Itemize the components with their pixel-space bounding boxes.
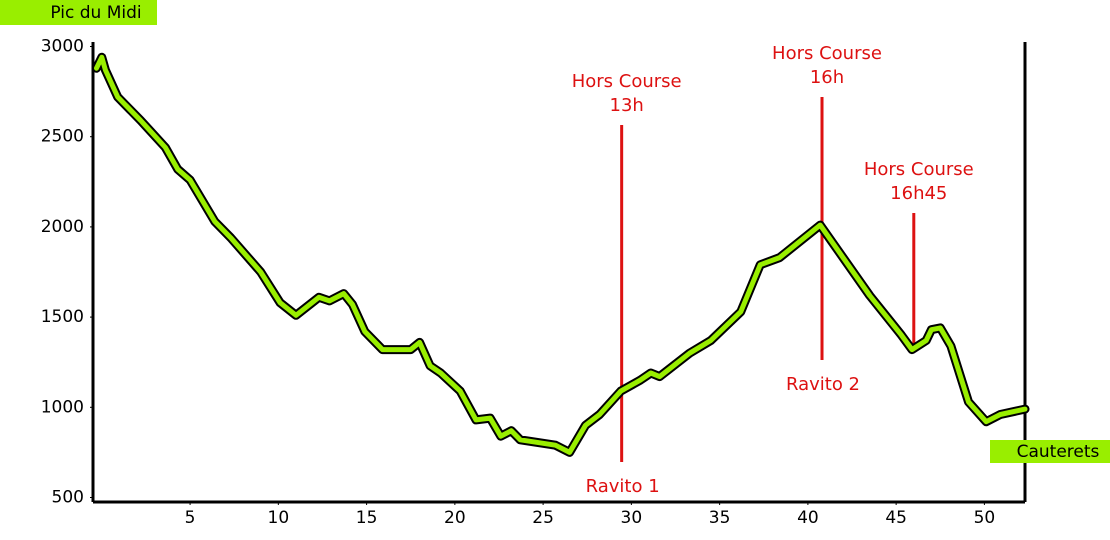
y-tick-label: 1500 (41, 307, 84, 327)
y-tick-label: 500 (52, 487, 84, 507)
profile-outline (92, 52, 1030, 457)
x-tick-label: 20 (444, 508, 466, 528)
end-label-box (990, 440, 1110, 463)
x-tick-label: 40 (797, 508, 819, 528)
annotation-below: Ravito 2 (786, 374, 860, 395)
annotation-below: Ravito 1 (586, 476, 660, 497)
x-tick-label: 10 (268, 508, 290, 528)
annotation-label: Hors Course (772, 43, 882, 64)
y-tick-label: 1000 (41, 397, 84, 417)
start-label-box (0, 0, 157, 25)
x-tick-label: 35 (709, 508, 731, 528)
annotation-label: Hors Course (864, 159, 974, 180)
y-tick-label: 2000 (41, 217, 84, 237)
y-tick-label: 2500 (41, 127, 84, 147)
x-tick-label: 5 (185, 508, 196, 528)
annotation-label: 16h45 (890, 183, 947, 204)
x-tick-label: 45 (885, 508, 907, 528)
annotation-label: 13h (610, 95, 644, 116)
y-tick-label: 3000 (41, 37, 84, 57)
x-tick-label: 15 (356, 508, 378, 528)
annotation-label: 16h (810, 67, 844, 88)
x-tick-label: 30 (621, 508, 643, 528)
annotation-label: Hors Course (572, 71, 682, 92)
x-tick-label: 25 (532, 508, 554, 528)
x-tick-label: 50 (974, 508, 996, 528)
start-label: Pic du Midi (50, 3, 141, 23)
end-label: Cauterets (1017, 442, 1100, 462)
profile-line (94, 54, 1028, 455)
